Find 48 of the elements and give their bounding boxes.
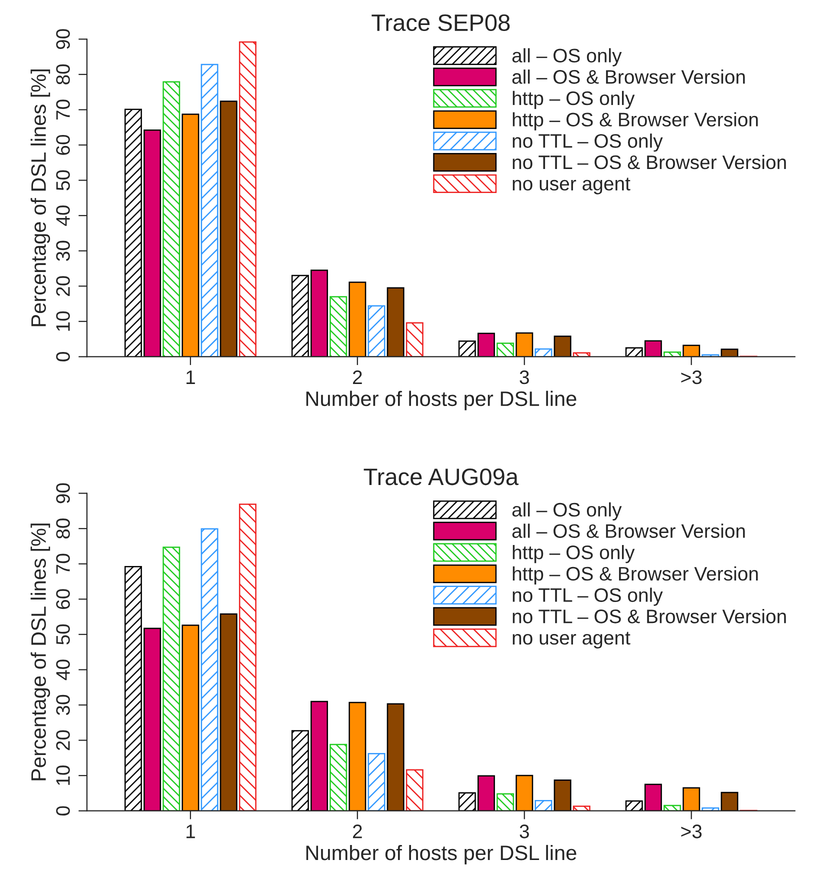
x-axis-title: Number of hosts per DSL line: [306, 390, 576, 410]
y-tick-label: 10: [56, 766, 70, 785]
legend-label: no user agent: [512, 632, 630, 649]
x-tick-label: 1: [186, 824, 195, 838]
x-tick-label: 1: [186, 370, 195, 384]
y-axis-title: Percentage of DSL lines [%]: [30, 70, 50, 326]
y-tick-label: 50: [56, 624, 70, 644]
legend-label: http – OS only: [512, 90, 635, 110]
y-tick-label: 80: [56, 64, 70, 84]
y-tick-label: 0: [56, 806, 70, 816]
y-tick-label: 40: [56, 660, 70, 680]
x-axis-title: Number of hosts per DSL line: [306, 844, 576, 864]
y-tick-label: 70: [56, 554, 70, 574]
legend-label: no TTL – OS only: [512, 134, 663, 152]
legend-label: http – OS only: [512, 545, 635, 564]
legend-label: all – OS & Browser Version: [512, 524, 745, 538]
y-tick-label: 20: [56, 730, 70, 750]
x-tick-label: >3: [681, 370, 702, 384]
legend-label: http – OS & Browser Version: [512, 566, 758, 584]
chart-title: Trace AUG09a: [364, 468, 519, 486]
y-tick-label: 0: [56, 352, 70, 362]
y-tick-label: 60: [56, 589, 70, 609]
y-tick-label: 90: [56, 483, 70, 504]
legend-label: no user agent: [512, 178, 630, 194]
legend-label: all – OS only: [512, 48, 622, 66]
y-tick-label: 30: [56, 240, 70, 261]
x-tick-label: 3: [520, 370, 529, 384]
legend-label: no TTL – OS & Browser Version: [512, 609, 786, 624]
x-tick-label: 2: [353, 370, 362, 384]
y-tick-label: 80: [56, 518, 70, 539]
legend-label: http – OS & Browser Version: [512, 112, 758, 130]
legend-label: all – OS & Browser Version: [512, 70, 745, 84]
y-tick-label: 40: [56, 206, 70, 226]
chart-title: Trace SEP08: [372, 14, 510, 32]
y-axis-title: Percentage of DSL lines [%]: [30, 524, 50, 780]
y-tick-label: 50: [56, 170, 70, 190]
x-tick-label: >3: [681, 824, 702, 838]
y-tick-label: 70: [56, 100, 70, 120]
y-tick-label: 10: [56, 311, 70, 331]
x-tick-label: 2: [353, 824, 362, 838]
legend-label: all – OS only: [512, 502, 622, 520]
y-tick-label: 60: [56, 134, 70, 155]
x-tick-label: 3: [520, 824, 529, 838]
y-tick-label: 30: [56, 694, 70, 716]
y-tick-label: 90: [56, 29, 70, 50]
y-tick-label: 20: [56, 276, 70, 296]
legend-label: no TTL – OS & Browser Version: [512, 154, 786, 170]
legend-label: no TTL – OS only: [512, 588, 663, 606]
